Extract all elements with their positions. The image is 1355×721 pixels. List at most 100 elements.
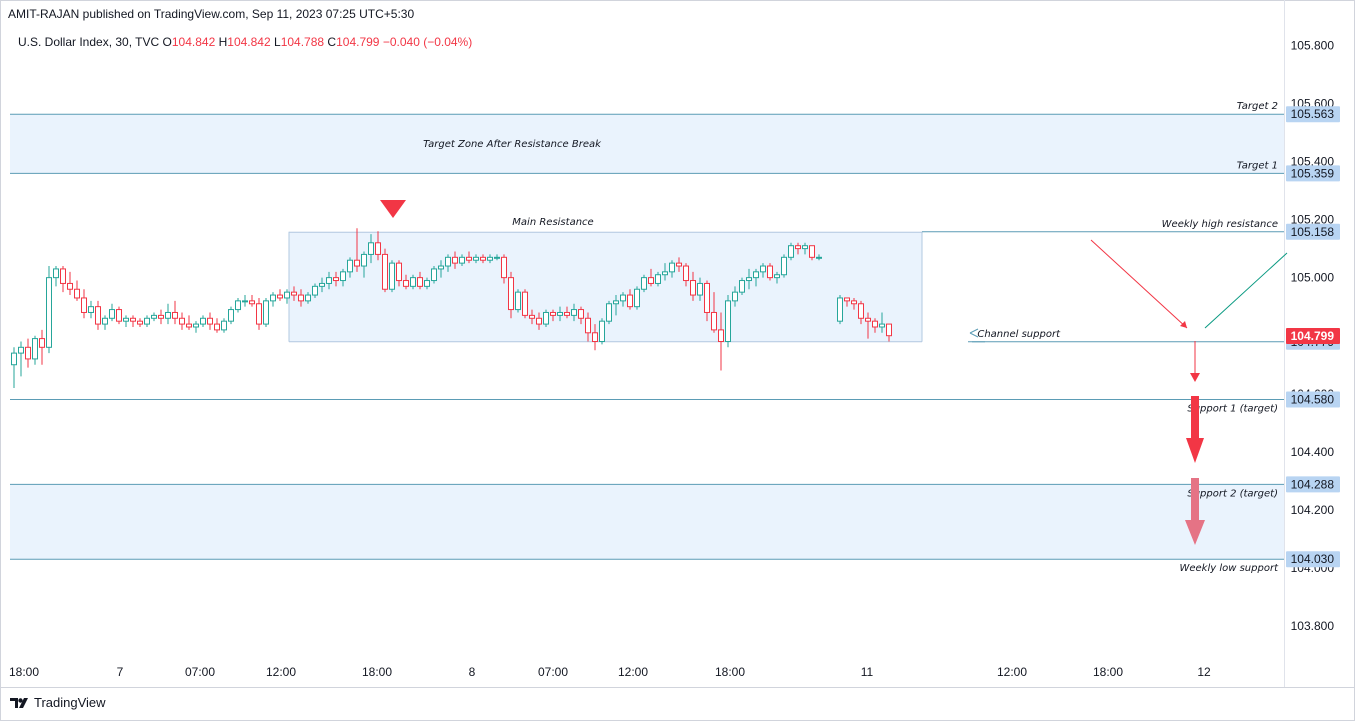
zone-label-1: Target Zone After Resistance Break	[423, 139, 602, 150]
up-trend-line	[1204, 252, 1288, 329]
price-label-bg-3	[1286, 223, 1340, 240]
candle-body	[697, 282, 703, 296]
candle-body	[53, 268, 59, 279]
resistance-arrow-marker	[380, 200, 406, 218]
level-text-7: Weekly low support	[1179, 563, 1279, 574]
price-tick-3: 105.400	[1291, 155, 1335, 169]
candle-body	[543, 311, 549, 325]
price-label-bg-6	[1286, 476, 1340, 493]
level-text-1: Target 2	[1237, 101, 1278, 112]
candle-body	[802, 245, 808, 250]
candle-body	[249, 300, 255, 305]
brand-name: TradingView	[34, 695, 106, 710]
level-text-6: Support 2 (target)	[1187, 488, 1278, 499]
price-label-6: 104.288	[1291, 477, 1335, 491]
legend-high-label: H	[218, 35, 228, 49]
time-tick-4: 12:00	[266, 665, 296, 679]
candle-body	[648, 277, 654, 284]
candle-body	[382, 253, 388, 290]
candle-body	[508, 277, 514, 311]
down-trend-line	[1090, 239, 1188, 329]
price-label-bg-1	[1286, 106, 1340, 123]
candle-body	[592, 332, 598, 342]
level-text-5: Support 1 (target)	[1187, 404, 1278, 415]
candle-body	[403, 280, 409, 287]
candle-body	[669, 262, 675, 273]
candle-body	[319, 282, 325, 287]
candle-body	[207, 317, 213, 325]
zone-label-2: Main Resistance	[512, 217, 593, 228]
candle-body	[347, 259, 353, 273]
candle-body	[172, 311, 178, 319]
candle-body	[340, 271, 346, 282]
candle-body	[711, 311, 717, 331]
big-down-arrow-2	[1185, 478, 1205, 545]
candle-body	[116, 309, 122, 322]
price-tick-11: 103.800	[1291, 619, 1335, 633]
time-tick-1: 18:00	[9, 665, 39, 679]
price-tick-4: 105.200	[1291, 213, 1335, 227]
candle-body	[501, 256, 507, 279]
candle-body	[123, 317, 129, 322]
candle-body	[102, 317, 108, 325]
big-down-arrow-1	[1186, 396, 1204, 463]
candle-body	[95, 306, 101, 325]
candle-body	[235, 300, 241, 311]
time-tick-13: 12	[1197, 665, 1211, 679]
down-trend-arrowhead	[1180, 321, 1187, 328]
time-tick-2: 7	[117, 665, 124, 679]
zone-3	[10, 484, 1284, 560]
candle-body	[662, 271, 668, 276]
candle-body	[494, 256, 500, 259]
candle-body	[221, 320, 227, 331]
candle-body	[431, 268, 437, 282]
tradingview-brand[interactable]: TradingView	[10, 695, 106, 710]
candle-body	[67, 282, 73, 290]
candle-body	[634, 288, 640, 308]
candle-body	[305, 294, 311, 302]
legend-close-label: C	[327, 35, 337, 49]
candle-body	[718, 329, 724, 342]
candle-body	[585, 317, 591, 334]
candle-body	[865, 317, 871, 322]
candle-body	[361, 253, 367, 267]
candle-body	[571, 309, 577, 316]
candle-body	[788, 245, 794, 258]
candle-body	[214, 323, 220, 331]
candle-body	[816, 256, 822, 259]
candle-body	[284, 291, 290, 299]
candle-body	[109, 309, 115, 319]
drop-arrowhead	[1190, 373, 1200, 382]
candle-body	[844, 297, 850, 302]
candle-body	[578, 309, 584, 319]
candle-body	[480, 256, 486, 261]
candle-body	[242, 300, 248, 303]
candle-body	[165, 311, 171, 319]
legend-close: 104.799	[336, 35, 380, 49]
time-tick-11: 12:00	[997, 665, 1027, 679]
legend-high: 104.842	[227, 35, 271, 49]
channel-support-pointer-head	[969, 328, 979, 338]
candle-body	[39, 338, 45, 348]
candle-body	[599, 320, 605, 342]
candle-body	[459, 256, 465, 264]
candle-body	[515, 291, 521, 311]
candle-body	[228, 309, 234, 322]
symbol-legend: U.S. Dollar Index, 30, TVC O104.842 H104…	[18, 35, 472, 49]
candle-body	[564, 311, 570, 316]
candle-body	[767, 265, 773, 279]
price-label-2: 105.359	[1291, 166, 1335, 180]
candle-body	[690, 280, 696, 296]
price-tick-5: 105.000	[1291, 271, 1335, 285]
legend-change: −0.040 (−0.04%)	[382, 35, 473, 49]
candle-body	[732, 291, 738, 302]
candle-body	[774, 274, 780, 279]
candle-body	[375, 242, 381, 255]
candle-body	[613, 300, 619, 305]
candle-body	[704, 282, 710, 313]
candle-body	[550, 311, 556, 316]
candle-body	[368, 242, 374, 255]
candle-body	[627, 294, 633, 308]
